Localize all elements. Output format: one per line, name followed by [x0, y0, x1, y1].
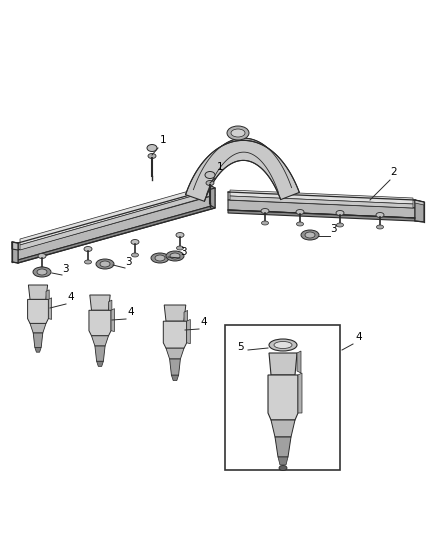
Polygon shape: [49, 298, 52, 319]
Polygon shape: [298, 373, 302, 413]
Ellipse shape: [261, 208, 269, 214]
Polygon shape: [184, 310, 187, 323]
Polygon shape: [170, 359, 180, 375]
Bar: [225, 325, 340, 470]
Polygon shape: [230, 196, 413, 208]
Polygon shape: [297, 351, 301, 373]
Polygon shape: [18, 188, 215, 250]
Text: 3: 3: [125, 257, 132, 267]
Ellipse shape: [231, 129, 245, 137]
Polygon shape: [171, 375, 179, 381]
Polygon shape: [28, 300, 49, 324]
Ellipse shape: [261, 221, 268, 225]
Polygon shape: [166, 348, 184, 359]
Text: 2: 2: [390, 167, 397, 177]
Polygon shape: [111, 309, 114, 332]
Polygon shape: [163, 321, 187, 348]
Polygon shape: [109, 300, 112, 312]
Text: 3: 3: [330, 224, 337, 234]
Text: 3: 3: [62, 264, 69, 274]
Ellipse shape: [274, 342, 292, 349]
Ellipse shape: [84, 246, 92, 252]
Polygon shape: [97, 361, 103, 366]
Ellipse shape: [205, 172, 215, 179]
Polygon shape: [35, 348, 41, 352]
Text: 4: 4: [200, 317, 207, 327]
Polygon shape: [12, 242, 18, 250]
Ellipse shape: [96, 259, 114, 269]
Ellipse shape: [336, 223, 343, 227]
Polygon shape: [20, 191, 210, 250]
Ellipse shape: [376, 213, 384, 217]
Ellipse shape: [155, 255, 165, 261]
Polygon shape: [20, 185, 210, 245]
Text: 1: 1: [160, 135, 166, 145]
Ellipse shape: [305, 232, 315, 238]
Ellipse shape: [85, 260, 92, 264]
Ellipse shape: [131, 253, 138, 257]
Polygon shape: [210, 185, 215, 208]
Polygon shape: [18, 195, 215, 260]
Polygon shape: [46, 290, 49, 301]
Polygon shape: [187, 319, 190, 344]
Text: 4: 4: [127, 307, 134, 317]
Polygon shape: [228, 210, 415, 221]
Ellipse shape: [166, 251, 184, 261]
Ellipse shape: [147, 144, 157, 151]
Polygon shape: [89, 310, 111, 336]
Ellipse shape: [39, 267, 46, 271]
Ellipse shape: [296, 209, 304, 214]
Ellipse shape: [336, 211, 344, 215]
Polygon shape: [18, 205, 215, 263]
Ellipse shape: [148, 154, 156, 158]
Polygon shape: [90, 295, 110, 310]
Polygon shape: [278, 457, 288, 465]
Ellipse shape: [170, 253, 180, 259]
Text: 1: 1: [217, 162, 224, 172]
Text: 3: 3: [180, 247, 187, 257]
Ellipse shape: [279, 465, 287, 471]
Polygon shape: [228, 192, 415, 208]
Polygon shape: [28, 285, 48, 300]
Polygon shape: [92, 336, 109, 346]
Polygon shape: [95, 346, 105, 361]
Polygon shape: [194, 138, 292, 195]
Ellipse shape: [269, 339, 297, 351]
Polygon shape: [415, 200, 424, 222]
Polygon shape: [228, 200, 415, 218]
Ellipse shape: [37, 269, 47, 275]
Polygon shape: [269, 353, 297, 375]
Polygon shape: [230, 190, 413, 204]
Ellipse shape: [297, 222, 304, 226]
Ellipse shape: [100, 261, 110, 267]
Polygon shape: [268, 375, 298, 420]
Ellipse shape: [301, 230, 319, 240]
Polygon shape: [33, 333, 43, 348]
Text: 5: 5: [237, 342, 244, 352]
Ellipse shape: [131, 239, 139, 245]
Ellipse shape: [33, 267, 51, 277]
Polygon shape: [415, 200, 424, 205]
Text: 4: 4: [355, 332, 362, 342]
Polygon shape: [164, 305, 186, 321]
Ellipse shape: [227, 126, 249, 140]
Ellipse shape: [206, 181, 214, 185]
Ellipse shape: [38, 254, 46, 259]
Ellipse shape: [177, 246, 184, 250]
Polygon shape: [186, 140, 299, 201]
Ellipse shape: [151, 253, 169, 263]
Polygon shape: [12, 242, 18, 263]
Polygon shape: [30, 324, 46, 333]
Ellipse shape: [377, 225, 384, 229]
Polygon shape: [271, 420, 295, 437]
Polygon shape: [275, 437, 291, 457]
Text: 4: 4: [67, 292, 74, 302]
Ellipse shape: [176, 232, 184, 238]
